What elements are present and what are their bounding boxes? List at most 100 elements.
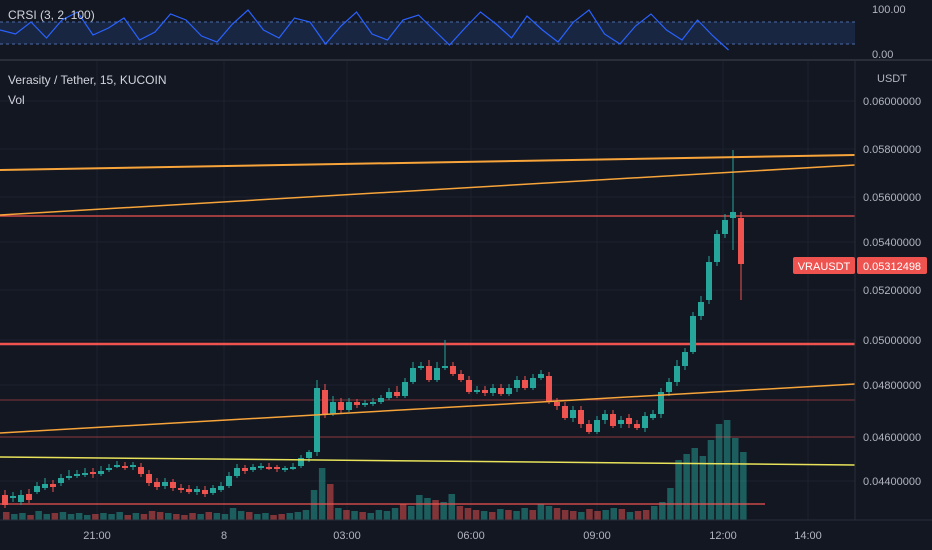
volume-bar [35,511,42,520]
volume-bar [578,512,585,520]
volume-bar [391,508,399,520]
candle-body [386,392,392,398]
candle-body [402,382,408,396]
candle-body [250,467,256,470]
volume-bar [132,513,140,520]
time-tick-label: 03:00 [333,530,361,542]
volume-bar [618,509,626,520]
candle-body [626,418,632,424]
candle-body [154,482,160,487]
candle-body [42,484,48,488]
candle-body [122,466,128,468]
candle-body [394,392,400,396]
volume-bar [440,502,447,520]
candle-body [618,420,624,424]
volume-bar [197,514,204,520]
candle-body [226,476,232,486]
candle-body [66,476,72,478]
volume-bar [561,510,569,520]
candle-body [114,465,120,467]
volume-bar [513,511,520,520]
volume-bar [456,506,464,520]
candle-body [450,366,456,374]
candle-body [426,366,432,380]
volume-bar [59,512,67,520]
candle-body [242,468,248,471]
volume-bar [416,495,423,520]
candle-body [410,368,416,382]
candle-body [354,402,360,405]
volume-bar [351,511,358,520]
volume-bar [707,440,715,520]
volume-bar [278,514,285,520]
candle-body [706,262,712,300]
candle-body [170,482,176,488]
volume-bar [310,490,318,520]
candle-body [162,482,168,486]
volume-bar [302,510,310,520]
volume-bar [359,512,366,520]
trend-line-upper [0,154,856,171]
volume-bar [626,512,634,520]
volume-bar [75,513,83,520]
volume-bar [229,508,237,520]
support-resistance-levels [0,215,855,505]
volume-bar [262,513,269,520]
candle-body [362,403,368,405]
symbol-badge [793,257,855,274]
candle-body [210,488,216,493]
candle-body [482,390,488,393]
volume-bar [553,508,561,520]
volume-bar [84,515,91,520]
candle-body [90,472,96,474]
candle-body [146,474,152,483]
candle-body [650,414,656,418]
volume-bar [237,511,245,520]
price-tick-label: 0.06000000 [863,96,921,108]
volume-bar [399,504,407,520]
volume-bar [634,511,642,520]
candle-body [138,467,144,474]
volume-bar [124,515,131,520]
volume-bar [683,454,690,520]
candle-body [298,458,304,466]
candle-body [690,316,696,352]
candle-body [586,424,592,432]
volume-bar [715,424,723,520]
volume-bar [424,498,431,520]
candle-body [98,471,104,474]
volume-bar [723,420,731,520]
candle-body [610,414,616,426]
candle-body [314,388,320,452]
candle-body [698,302,704,316]
crsi-panel [0,9,932,61]
candle-body [722,220,728,234]
volume-bar [675,460,682,520]
last-price-value: 0.05312498 [863,261,921,273]
volume-bar [43,514,50,520]
candle-body [234,468,240,476]
candle-body [34,486,40,492]
symbol-title[interactable]: Verasity / Tether, 15, KUCOIN [8,73,167,87]
price-tick-label: 0.05600000 [863,192,921,204]
volume-bar [51,513,59,520]
currency-label[interactable]: USDT [877,73,907,85]
crsi-indicator-label[interactable]: CRSI (3, 2, 100) [8,8,95,22]
volume-bar [651,506,658,520]
candle-body [322,390,328,414]
candle-body [674,366,680,382]
volume-label[interactable]: Vol [8,93,25,107]
candle-body [506,388,512,394]
candle-body [258,466,264,468]
volume-bar [140,514,148,520]
symbol-badge-text: VRAUSDT [798,261,851,273]
candle-body [546,376,552,402]
volume-bar [213,513,221,520]
crsi-level-0: 0.00 [872,49,893,61]
volume-bar [586,509,593,520]
volume-bar [108,514,115,520]
volume-bar [100,513,107,520]
candle-body [306,452,312,458]
candle-body [58,478,64,483]
